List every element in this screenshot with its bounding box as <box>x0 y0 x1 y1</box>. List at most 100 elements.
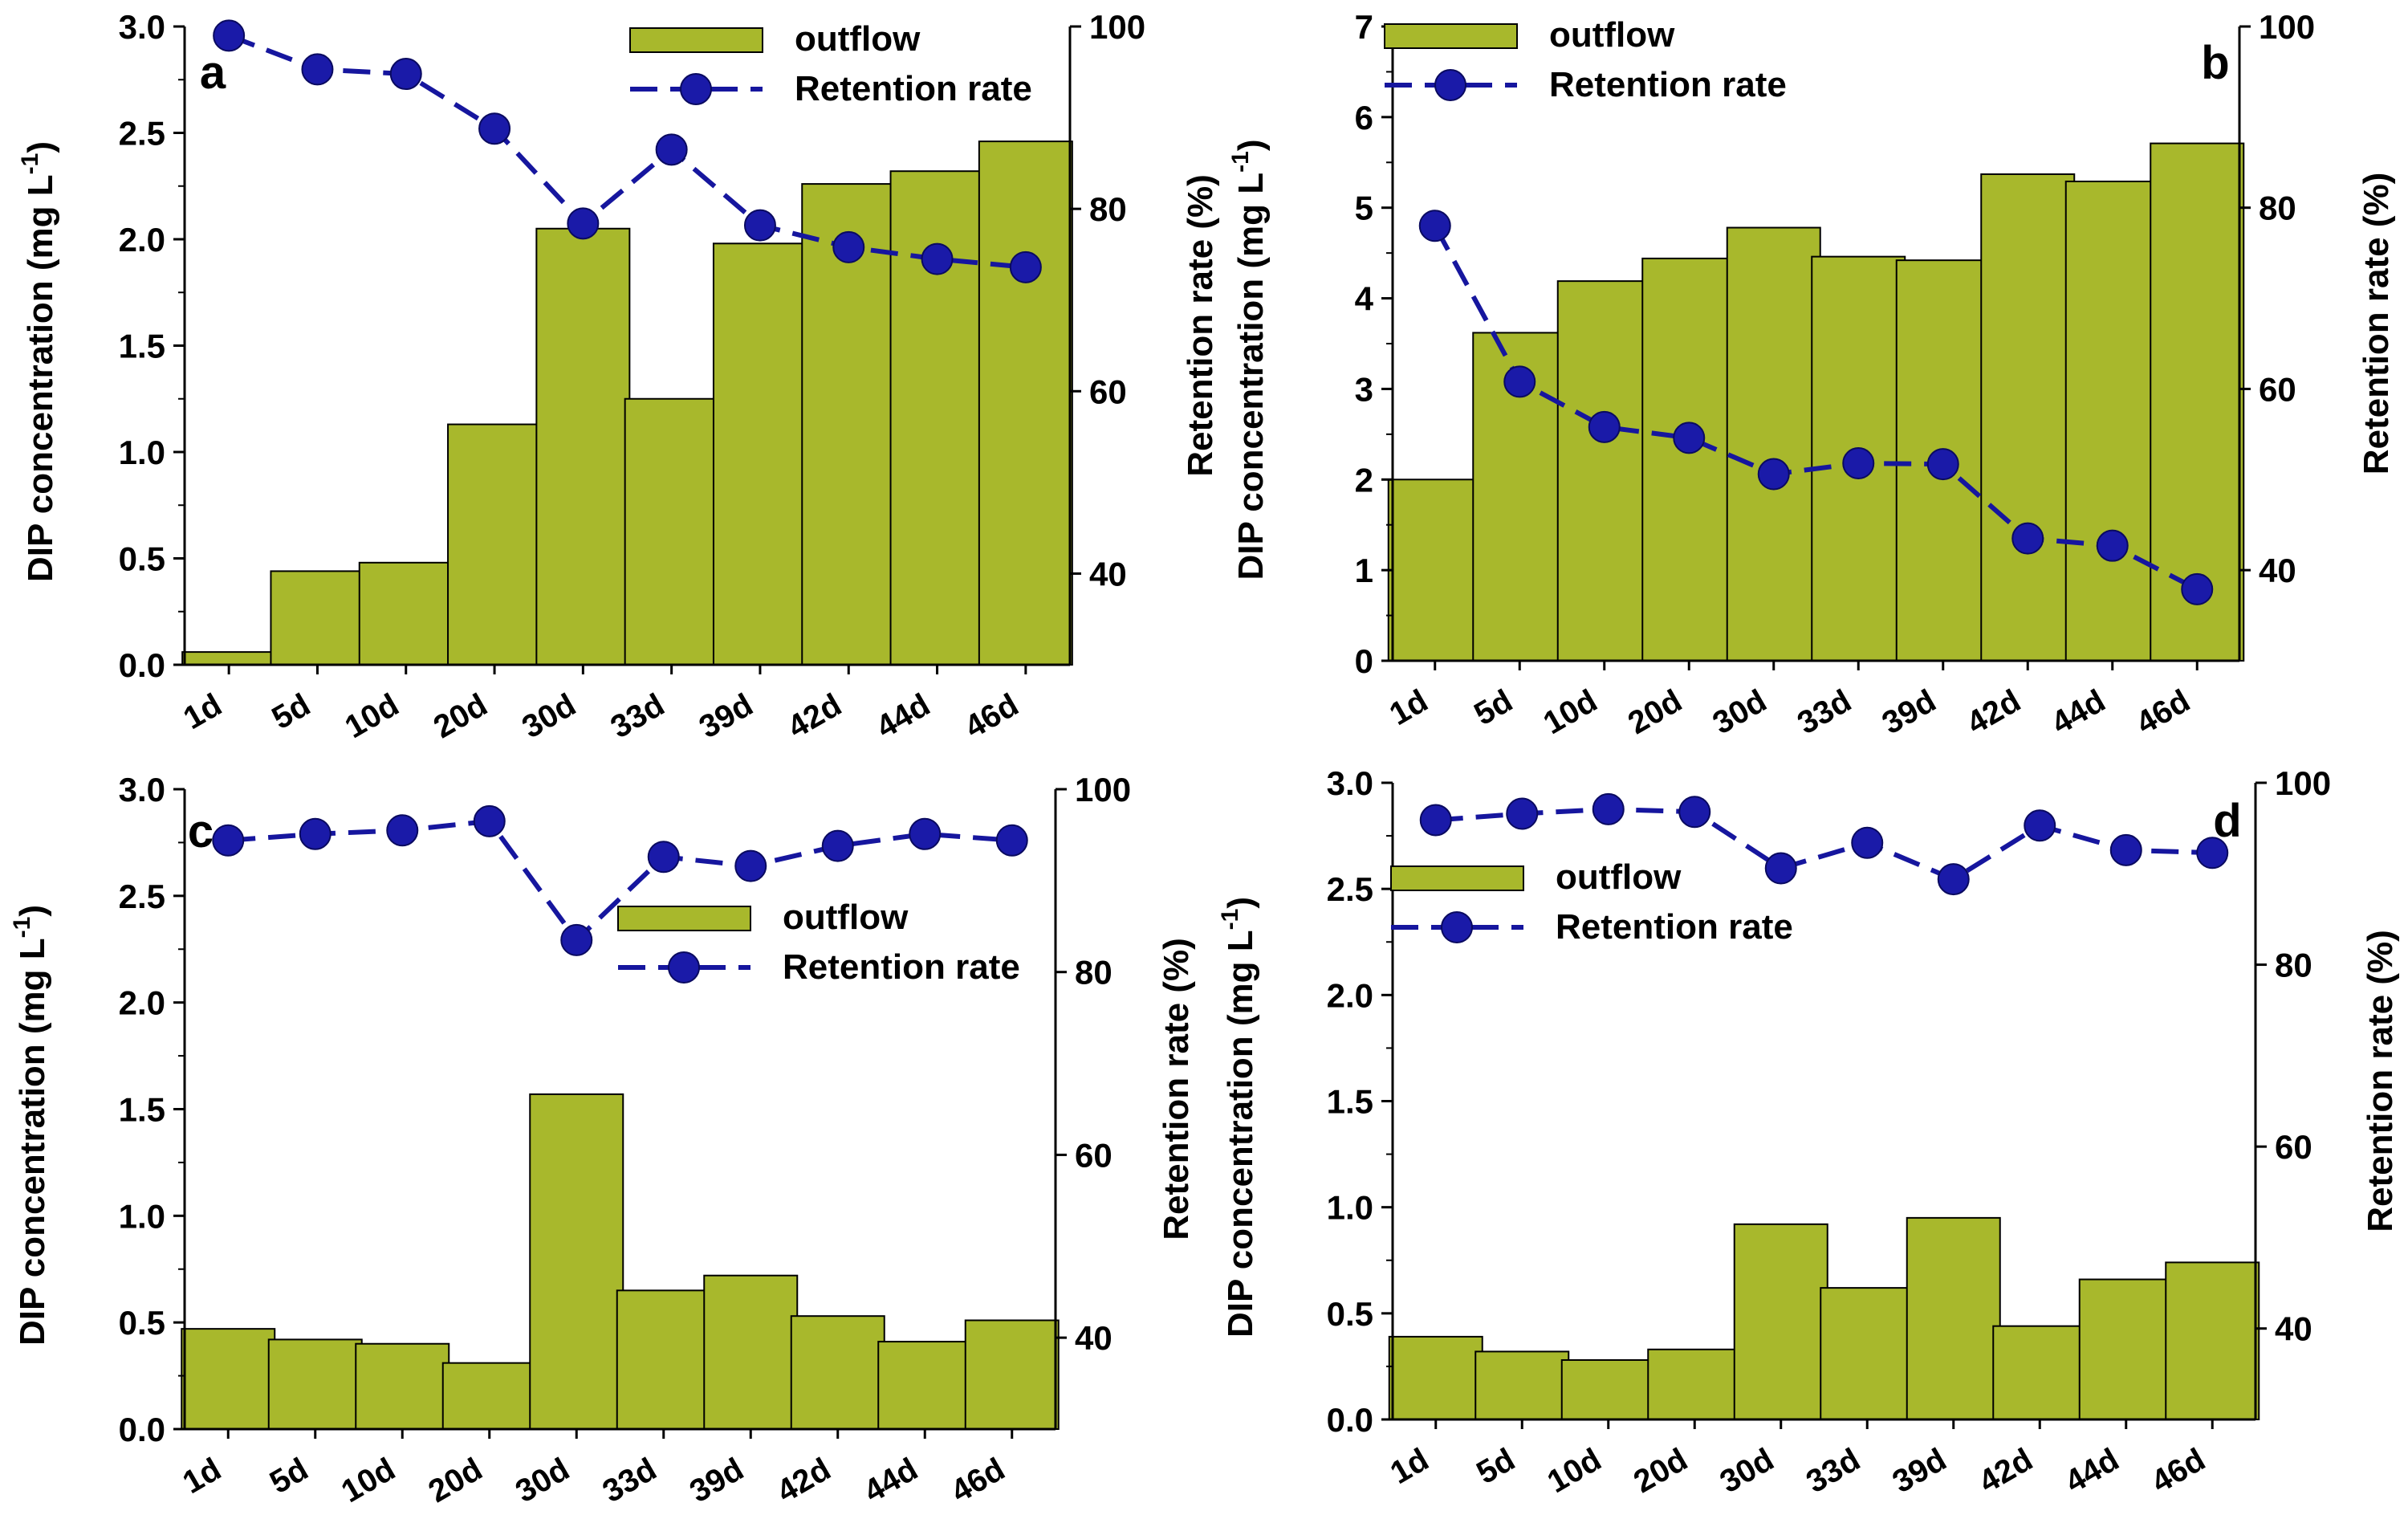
bar-42d <box>790 1315 885 1430</box>
y2-tick-label: 80 <box>2259 189 2296 227</box>
x-tick-label: 5d <box>264 1452 314 1501</box>
legend: outflow Retention rate <box>1390 857 1793 947</box>
retention-point-46d <box>995 824 1028 857</box>
x-tick-label: 44d <box>2046 683 2112 742</box>
x-tick-label: 20d <box>1628 1442 1694 1501</box>
bar-20d <box>1647 1348 1743 1421</box>
y-tick-label: 1.5 <box>1327 1083 1373 1121</box>
bar-20d <box>447 423 543 666</box>
y-tick-label: 0.5 <box>1327 1295 1373 1333</box>
legend-bar-swatch <box>1384 23 1518 49</box>
bar-1d <box>181 1328 276 1431</box>
y-tick-label: 1.0 <box>1327 1189 1373 1227</box>
x-tick-label: 46d <box>2146 1442 2211 1501</box>
x-tick-label: 30d <box>516 687 582 746</box>
bar-30d <box>1726 226 1821 662</box>
x-tick-label: 39d <box>694 687 759 746</box>
panel-d: 0.0 0.5 1.0 1.5 2.0 2.5 3.0 40 60 80 100 1d 5d 10d 20d… <box>1217 764 2400 1500</box>
bar-42d <box>1992 1325 2088 1421</box>
y-tick-label: 0.0 <box>1327 1401 1373 1439</box>
retention-point-1d <box>212 824 245 857</box>
bar-42d <box>1980 173 2076 662</box>
retention-point-20d <box>1678 796 1711 829</box>
legend-line-label: Retention rate <box>795 69 1032 108</box>
legend-bar-label: outflow <box>795 19 921 59</box>
bar-5d <box>267 1338 363 1431</box>
retention-point-20d <box>473 804 506 837</box>
x-tick-label: 1d <box>1384 683 1434 732</box>
x-tick-label: 33d <box>597 1452 663 1510</box>
bar-30d <box>529 1093 624 1430</box>
x-tick-label: 39d <box>1887 1442 1953 1501</box>
bar-46d <box>964 1319 1060 1431</box>
bar-1d <box>1387 479 1483 662</box>
bar-10d <box>1560 1358 1656 1421</box>
y-axis-label-main: DIP concentration (mg L <box>13 938 52 1346</box>
retention-point-5d <box>1506 797 1539 830</box>
y-tick-label: 3.0 <box>119 8 165 46</box>
legend-marker-swatch <box>668 951 700 984</box>
legend-bar-label: outflow <box>1556 857 1682 897</box>
legend-marker-swatch <box>680 73 712 105</box>
x-tick-label: 20d <box>1622 683 1688 742</box>
y-axis-label-sup: -1 <box>1217 909 1243 931</box>
retention-rate-line <box>228 33 1027 270</box>
retention-point-30d <box>567 207 600 240</box>
bar-20d <box>441 1362 537 1430</box>
bar-10d <box>1556 280 1652 662</box>
retention-point-44d <box>909 817 942 850</box>
y-axis-label-end: ) <box>21 141 60 153</box>
y2-tick-label: 40 <box>2259 552 2296 589</box>
y-tick-label: 2 <box>1355 461 1373 499</box>
x-tick-label: 42d <box>1973 1442 2039 1501</box>
bar-39d <box>1906 1216 2001 1420</box>
x-tick-label: 1d <box>177 687 227 736</box>
retention-point-20d <box>478 112 511 145</box>
bar-39d <box>703 1274 799 1430</box>
y2-axis-label: Retention rate (%) <box>1181 174 1220 476</box>
x-tick-label: 33d <box>604 687 670 746</box>
x-tick-label: 39d <box>1877 683 1942 742</box>
retention-point-10d <box>389 58 422 91</box>
x-tick-label: 5d <box>266 687 316 736</box>
y-axis-label-end: ) <box>1231 139 1271 151</box>
retention-point-1d <box>1418 210 1451 242</box>
bar-5d <box>270 570 365 666</box>
x-tick-label: 10d <box>340 687 405 746</box>
bar-44d <box>2078 1278 2174 1421</box>
retention-point-44d <box>2096 529 2129 562</box>
retention-point-33d <box>647 841 680 874</box>
y2-tick-label: 80 <box>1075 954 1112 992</box>
y-tick-label: 3 <box>1355 370 1373 408</box>
y2-tick-label: 60 <box>2259 370 2296 408</box>
x-tick-label: 30d <box>1707 683 1773 742</box>
retention-point-30d <box>1764 852 1797 885</box>
y2-tick-label: 100 <box>2275 764 2331 802</box>
retention-point-30d <box>560 923 593 956</box>
y2-tick-label: 100 <box>2259 8 2315 46</box>
y2-tick-label: 40 <box>1075 1319 1112 1357</box>
panel-label: b <box>2201 37 2229 89</box>
legend-marker-swatch <box>1441 911 1473 943</box>
retention-point-46d <box>2181 572 2214 605</box>
bar-44d <box>877 1341 973 1430</box>
x-tick-label: 39d <box>684 1452 750 1510</box>
y-axis-label-end: ) <box>1221 897 1260 909</box>
x-tick-label: 10d <box>1542 1442 1608 1501</box>
y2-tick-label: 100 <box>1089 8 1145 46</box>
bar-33d <box>616 1289 711 1430</box>
x-tick-label: 42d <box>771 1452 837 1510</box>
bar-33d <box>1820 1287 1915 1420</box>
x-tick-label: 33d <box>1792 683 1857 742</box>
y-tick-label: 1.0 <box>119 434 165 471</box>
retention-point-10d <box>1592 792 1625 825</box>
retention-rate-line <box>228 818 1012 944</box>
bar-30d <box>1733 1223 1828 1421</box>
y2-tick-label: 40 <box>2275 1310 2312 1348</box>
y-tick-label: 0.5 <box>119 1304 165 1342</box>
retention-point-44d <box>921 242 954 275</box>
y2-tick-label: 80 <box>2275 947 2312 984</box>
panel-c: 0.0 0.5 1.0 1.5 2.0 2.5 3.0 40 60 80 100 1d 5d 10d 20d… <box>9 771 1196 1509</box>
y2-tick-label: 60 <box>1075 1136 1112 1174</box>
